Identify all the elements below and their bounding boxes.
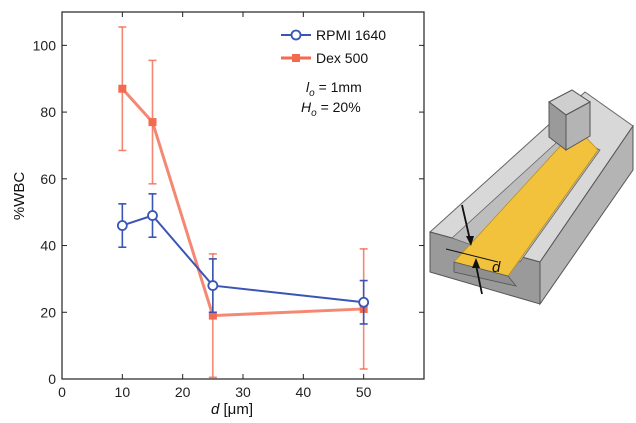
series-layer <box>116 26 370 379</box>
x-axis-label: d [μm] <box>211 401 253 418</box>
y-axis-ticks: 0 20 40 60 80 100 <box>33 37 424 387</box>
x-tick-label: 20 <box>175 384 191 400</box>
data-point-rpmi <box>358 296 370 308</box>
device-inner-wall <box>453 261 518 287</box>
legend-marker-dex <box>292 54 300 62</box>
x-axis-ticks: 0 10 20 30 40 50 <box>58 12 372 400</box>
device-arrow-bottom <box>475 264 483 295</box>
data-point-dex <box>208 311 217 320</box>
legend-label-rpmi: RPMI 1640 <box>316 27 386 43</box>
x-tick-label: 30 <box>235 384 251 400</box>
x-tick-label: 10 <box>115 384 131 400</box>
device-arrowhead-bottom <box>472 258 480 268</box>
data-point-rpmi <box>207 280 219 291</box>
y-tick-label: 80 <box>40 104 56 120</box>
data-point-rpmi <box>116 220 128 231</box>
device-right-face <box>539 124 634 306</box>
y-tick-label: 40 <box>40 238 56 254</box>
data-point-rpmi <box>147 210 158 221</box>
y-axis-label: %WBC <box>11 172 28 221</box>
device-schematic: d <box>428 89 634 306</box>
plot-frame <box>61 11 425 380</box>
device-dim-line <box>445 248 499 263</box>
data-point-dex <box>118 84 127 93</box>
x-tick-label: 40 <box>296 384 312 400</box>
legend-marker-rpmi <box>290 29 302 41</box>
y-tick-label: 20 <box>40 304 56 320</box>
x-axis-unit: [μm] <box>219 401 253 418</box>
legend: RPMI 1640 Dex 500 <box>281 27 386 66</box>
device-inlet-block-side <box>565 101 591 151</box>
series-rpmi <box>116 193 370 325</box>
series-line-rpmi <box>122 214 364 304</box>
y-tick-label: 0 <box>48 371 56 387</box>
y-tick-label: 100 <box>33 37 57 53</box>
device-arrowhead-top <box>466 236 474 246</box>
y-tick-label: 60 <box>40 171 56 187</box>
series-line-dex <box>121 87 364 318</box>
data-point-dex <box>148 118 157 127</box>
x-tick-label: 0 <box>58 384 66 400</box>
x-axis-variable: d <box>211 401 220 418</box>
x-tick-label: 50 <box>356 384 372 400</box>
legend-label-dex: Dex 500 <box>316 50 368 66</box>
device-arrow-top <box>461 204 471 241</box>
annotation-length: lo = 1mm <box>306 79 362 99</box>
device-d-label: d <box>492 259 501 276</box>
annotation-hematocrit: Ho = 20% <box>301 99 361 119</box>
